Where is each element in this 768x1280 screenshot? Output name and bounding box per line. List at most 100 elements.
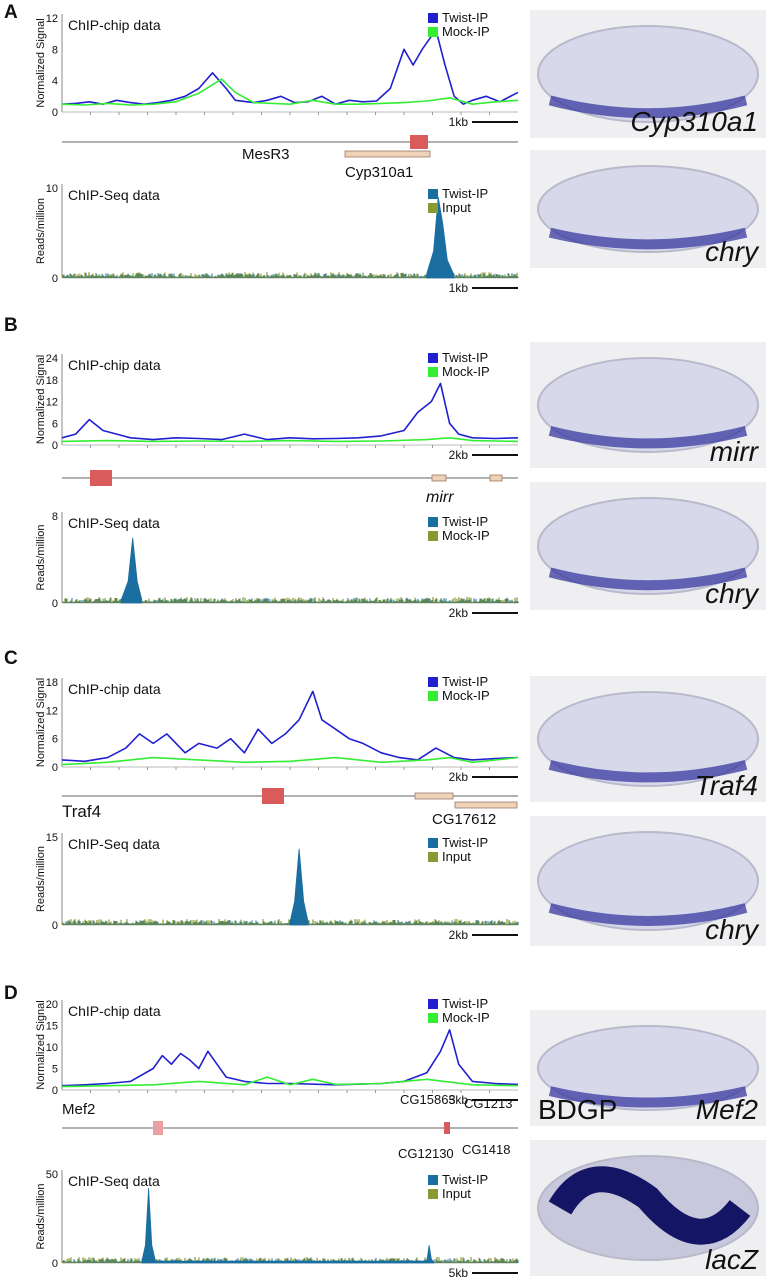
chip-series-line-twist-ip: [61, 1029, 519, 1087]
chip-legend-swatch: [428, 999, 438, 1009]
gene-model: [431, 474, 447, 482]
chip-y-axis-label: Normalized Signal: [35, 678, 47, 767]
gene-model: [454, 801, 518, 809]
chip-y-axis-label: Normalized Signal: [35, 355, 47, 444]
chip-legend-swatch: [428, 1013, 438, 1023]
embryo-outline: [537, 357, 759, 453]
seq-legend-swatch: [428, 203, 438, 213]
chip-legend-label: Twist-IP: [442, 674, 488, 689]
seq-scale-label: 2kb: [449, 928, 469, 942]
chip-legend-label: Mock-IP: [442, 24, 490, 39]
panel-letter-A: A: [4, 2, 18, 23]
embryo-drawing: [537, 165, 759, 253]
chip-y-tick-label: 4: [52, 76, 58, 88]
chip-title: ChIP-chip data: [68, 357, 161, 373]
embryo-stain: [548, 903, 748, 926]
embryo-gene-label: Mef2: [695, 1094, 758, 1125]
embryo-stain: [548, 95, 748, 119]
embryo-gene-label: chry: [705, 236, 758, 267]
embryo-drawing: [537, 1025, 759, 1111]
embryo-outline: [537, 497, 759, 595]
seq-legend-label: Twist-IP: [442, 186, 488, 201]
embryo-stain: [548, 1086, 748, 1108]
chip-y-tick-label: 10: [46, 1042, 58, 1054]
seq-y-axis-label: Reads/million: [35, 524, 47, 590]
gene-label: CG12130: [398, 1146, 454, 1161]
seq-scale-label: 5kb: [449, 1266, 469, 1280]
embryo-source-label: BDGP: [538, 1094, 618, 1125]
embryo-image: Mef2 BDGP: [530, 1010, 766, 1126]
gene-label: Cyp310a1: [345, 164, 413, 181]
seq-y-tick-label: 0: [52, 920, 58, 932]
chip-legend-label: Mock-IP: [442, 688, 490, 703]
embryo-gene-label: chry: [705, 578, 758, 609]
gene-model: [344, 150, 431, 158]
seq-legend-swatch: [428, 517, 438, 527]
chip-y-axis-label: Normalized Signal: [35, 1000, 47, 1089]
chip-y-tick-label: 0: [52, 440, 58, 452]
chip-y-tick-label: 15: [46, 1021, 58, 1033]
seq-y-axis-label: Reads/million: [35, 846, 47, 912]
chip-y-axis-label: Normalized Signal: [35, 18, 47, 107]
seq-legend-label: Input: [442, 1186, 471, 1201]
embryo-outline: [537, 1025, 759, 1111]
embryo-stain: [548, 227, 748, 250]
enhancer-box: [153, 1121, 163, 1135]
chip-y-tick-label: 6: [52, 418, 58, 430]
chip-y-tick-label: 20: [46, 999, 58, 1011]
seq-y-tick-label: 8: [52, 511, 58, 523]
embryo-drawing: [537, 691, 759, 787]
chip-title: ChIP-chip data: [68, 1003, 161, 1019]
seq-legend-label: Twist-IP: [442, 1172, 488, 1187]
embryo-stain: [548, 567, 748, 591]
embryo-outline: [537, 25, 759, 123]
chip-series-line-mock-ip: [61, 78, 519, 106]
chip-legend-swatch: [428, 677, 438, 687]
seq-legend-swatch: [428, 1175, 438, 1185]
chip-series-line-mock-ip: [61, 1076, 519, 1088]
seq-y-axis-label: Reads/million: [35, 1183, 47, 1249]
embryo-outline: [537, 165, 759, 253]
seq-y-tick-label: 50: [46, 1169, 58, 1181]
embryo-image: mirr: [530, 342, 766, 468]
chip-legend-swatch: [428, 691, 438, 701]
chip-series-line-mock-ip: [61, 756, 519, 766]
seq-legend-swatch: [428, 189, 438, 199]
embryo-drawing: [537, 25, 759, 123]
panel-letter-D: D: [4, 983, 18, 1004]
chip-legend-label: Twist-IP: [442, 350, 488, 365]
seq-legend-swatch: [428, 1189, 438, 1199]
chip-legend-label: Twist-IP: [442, 10, 488, 25]
chip-y-tick-label: 12: [46, 705, 58, 717]
seq-legend-label: Twist-IP: [442, 514, 488, 529]
chip-scale-label: 1kb: [449, 115, 469, 129]
enhancer-box: [444, 1122, 450, 1134]
chip-series-line-mock-ip: [61, 436, 519, 443]
seq-title: ChIP-Seq data: [68, 187, 160, 203]
embryo-image: lacZ: [530, 1140, 766, 1276]
seq-peak-twist-ip: [120, 537, 143, 604]
chip-series-line-twist-ip: [61, 382, 519, 441]
seq-title: ChIP-Seq data: [68, 1173, 160, 1189]
seq-y-tick-label: 0: [52, 598, 58, 610]
embryo-gene-label: chry: [705, 914, 758, 945]
chip-scale-label: 2kb: [449, 448, 469, 462]
chip-legend-label: Twist-IP: [442, 996, 488, 1011]
gene-label: CG17612: [432, 811, 496, 828]
chip-scale-label: 5kb: [449, 1093, 469, 1107]
embryo-outline: [537, 831, 759, 931]
chip-legend-swatch: [428, 13, 438, 23]
seq-y-tick-label: 0: [52, 273, 58, 285]
seq-legend-swatch: [428, 838, 438, 848]
gene-label: mirr: [426, 489, 454, 506]
seq-legend-label: Input: [442, 200, 471, 215]
embryo-gene-label: mirr: [709, 436, 758, 467]
seq-legend-label: Mock-IP: [442, 528, 490, 543]
embryo-drawing: [537, 357, 759, 453]
chip-y-tick-label: 0: [52, 762, 58, 774]
chip-y-tick-label: 5: [52, 1064, 58, 1076]
seq-peak-twist-ip: [289, 848, 309, 926]
embryo-image: chry: [530, 150, 766, 268]
gene-model: [414, 792, 454, 800]
